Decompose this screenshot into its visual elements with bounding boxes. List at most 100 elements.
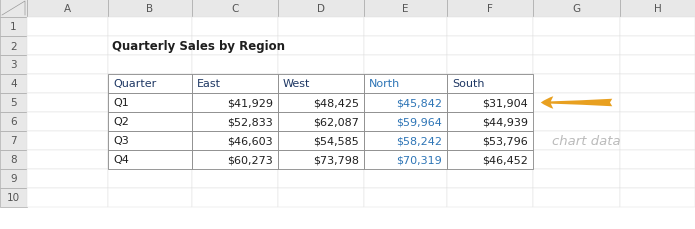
Bar	[278, 169, 364, 188]
Text: $46,452: $46,452	[482, 155, 528, 165]
Text: F: F	[487, 4, 493, 14]
Text: North: North	[369, 79, 400, 89]
Bar	[447, 150, 533, 169]
Text: $70,319: $70,319	[396, 155, 442, 165]
Bar	[447, 112, 533, 131]
Bar	[108, 37, 192, 56]
Bar	[620, 169, 695, 188]
Bar	[192, 188, 278, 207]
Text: 10: 10	[7, 193, 20, 203]
Bar	[533, 150, 620, 169]
Bar	[533, 56, 620, 75]
Bar	[108, 0, 192, 18]
Bar	[278, 75, 364, 94]
Text: 2: 2	[10, 41, 17, 51]
Text: Q3: Q3	[113, 136, 129, 146]
Bar	[192, 94, 278, 112]
Bar	[108, 75, 192, 94]
Bar	[620, 0, 695, 18]
Bar	[278, 0, 364, 18]
Bar	[364, 94, 447, 112]
Bar	[447, 150, 533, 169]
Bar	[192, 75, 278, 94]
Bar	[0, 0, 27, 18]
Bar	[447, 112, 533, 131]
Bar	[27, 169, 108, 188]
Bar	[447, 0, 533, 18]
Bar	[108, 188, 192, 207]
Text: 3: 3	[10, 60, 17, 70]
Bar	[108, 150, 192, 169]
Text: Q2: Q2	[113, 117, 129, 127]
Text: 5: 5	[10, 98, 17, 108]
Bar	[620, 37, 695, 56]
Bar	[447, 37, 533, 56]
Bar	[620, 112, 695, 131]
Bar	[278, 37, 364, 56]
Bar	[447, 131, 533, 150]
Bar	[0, 131, 27, 150]
Text: G: G	[573, 4, 580, 14]
Bar	[364, 37, 447, 56]
Text: $73,798: $73,798	[313, 155, 359, 165]
Bar	[364, 112, 447, 131]
Bar	[0, 56, 27, 75]
Text: 7: 7	[10, 136, 17, 146]
Bar	[108, 94, 192, 112]
Bar	[364, 188, 447, 207]
Bar	[533, 18, 620, 37]
Text: D: D	[317, 4, 325, 14]
Text: $31,904: $31,904	[482, 98, 528, 108]
Bar	[192, 169, 278, 188]
Text: 9: 9	[10, 174, 17, 184]
Bar	[192, 18, 278, 37]
Bar	[620, 94, 695, 112]
Bar	[27, 131, 108, 150]
Bar	[192, 75, 278, 94]
Bar	[447, 131, 533, 150]
Bar	[278, 56, 364, 75]
Bar	[108, 56, 192, 75]
Bar	[0, 94, 27, 112]
Bar	[364, 56, 447, 75]
Text: $45,842: $45,842	[396, 98, 442, 108]
Text: $59,964: $59,964	[396, 117, 442, 127]
Bar	[27, 37, 108, 56]
Text: $48,425: $48,425	[313, 98, 359, 108]
Bar	[620, 56, 695, 75]
Bar	[278, 94, 364, 112]
Bar	[278, 112, 364, 131]
Bar	[364, 94, 447, 112]
Bar	[364, 131, 447, 150]
Bar	[192, 150, 278, 169]
Text: Q4: Q4	[113, 155, 129, 165]
Text: $58,242: $58,242	[396, 136, 442, 146]
Bar	[278, 112, 364, 131]
Text: 6: 6	[10, 117, 17, 127]
Text: chart data: chart data	[553, 134, 621, 147]
Bar	[533, 75, 620, 94]
Bar	[27, 0, 108, 18]
Text: 1: 1	[10, 22, 17, 32]
Bar	[533, 37, 620, 56]
Bar	[27, 18, 108, 37]
Text: $62,087: $62,087	[313, 117, 359, 127]
Bar	[108, 112, 192, 131]
Bar	[447, 75, 533, 94]
Bar	[447, 94, 533, 112]
Bar	[364, 75, 447, 94]
Bar	[447, 56, 533, 75]
Bar	[108, 150, 192, 169]
Bar	[278, 150, 364, 169]
Bar	[27, 56, 108, 75]
Bar	[533, 169, 620, 188]
Bar	[364, 150, 447, 169]
Text: A: A	[64, 4, 71, 14]
Bar	[278, 131, 364, 150]
Bar	[108, 112, 192, 131]
Bar	[533, 0, 620, 18]
Bar	[27, 188, 108, 207]
Bar	[620, 18, 695, 37]
Text: C: C	[231, 4, 238, 14]
Text: 4: 4	[10, 79, 17, 89]
